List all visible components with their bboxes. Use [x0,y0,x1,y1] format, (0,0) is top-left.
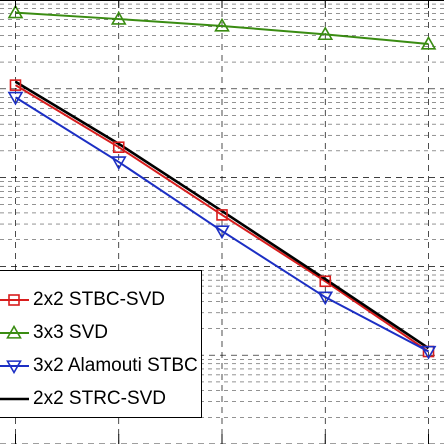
point-3x3-svd [7,4,24,19]
series-line-2x2-strc-svd [14,80,430,350]
marker-layer [7,4,437,360]
point-3x2-alamouti-stbc [7,91,24,106]
point-3x2-alamouti-stbc [214,225,230,240]
legend: 2x2 STBC-SVD 3x3 SVD 3x2 Alamouti STBC 2… [0,270,202,418]
point-3x3-svd [317,26,334,41]
legend-marker-3x3-svd [6,324,22,339]
point-3x3-svd [214,17,230,32]
legend-marker-3x2-alamouti-stbc [6,360,22,375]
point-3x2-alamouti-stbc [317,291,334,306]
series-layer [14,11,430,353]
point-3x3-svd [110,10,127,25]
legend-swatches [0,294,29,401]
point-2x2-stbc-svd [112,141,125,153]
series-line-2x2-stbc-svd [14,84,430,353]
legend-label-alamouti-stbc: 3x2 Alamouti STBC [33,355,198,376]
point-2x2-stbc-svd [9,79,22,91]
point-2x2-stbc-svd [319,275,332,288]
point-2x2-stbc-svd [216,209,228,221]
legend-label-3x3-svd: 3x3 SVD [33,322,108,343]
point-3x2-alamouti-stbc [420,345,437,360]
point-3x2-alamouti-stbc [110,156,127,171]
point-3x3-svd [420,35,437,50]
series-line-3x2-alamouti-stbc [14,96,429,353]
legend-label-strc-svd: 2x2 STRC-SVD [33,388,167,409]
legend-label-stbc-svd: 2x2 STBC-SVD [33,289,165,310]
legend-marker-2x2-stbc-svd [8,294,20,306]
series-line-3x3-svd [15,11,429,45]
